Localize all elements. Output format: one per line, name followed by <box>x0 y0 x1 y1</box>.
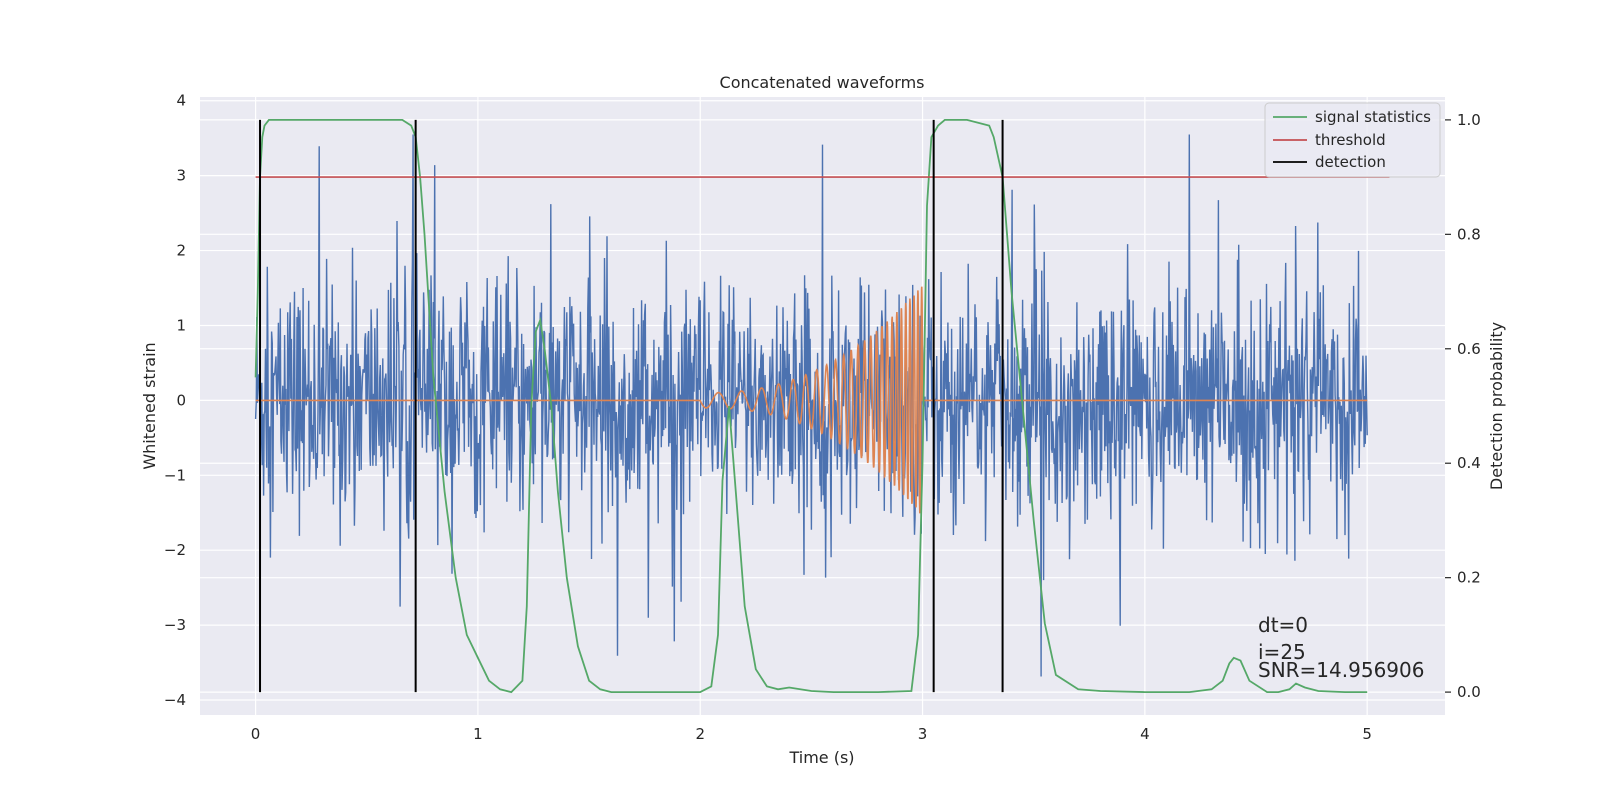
template-chirp-series <box>255 286 1368 514</box>
y2-axis-label: Detection probability <box>1487 322 1506 490</box>
annotation-dt: dt=0 <box>1258 613 1308 637</box>
y-tick-label: −3 <box>164 616 186 634</box>
y-tick-label: −4 <box>164 691 186 709</box>
y-tick-label: 2 <box>176 242 186 260</box>
x-tick-label: 1 <box>473 725 483 743</box>
annotation-snr: SNR=14.956906 <box>1258 658 1424 682</box>
legend-label-threshold: threshold <box>1315 131 1386 149</box>
annotation-index: i=25 <box>1258 640 1306 664</box>
y-tick-label: −2 <box>164 541 186 559</box>
y-tick-label: 0 <box>176 391 186 409</box>
legend: signal statistics threshold detection <box>1264 102 1441 178</box>
y-tick-label: 3 <box>176 167 186 185</box>
y2-tick-label: 0.8 <box>1457 225 1481 243</box>
legend-box <box>1264 102 1441 178</box>
x-tick-label: 3 <box>918 725 928 743</box>
y2-tick-label: 0.0 <box>1457 683 1481 701</box>
legend-label-detection: detection <box>1315 153 1386 171</box>
y-tick-label: 4 <box>176 92 186 110</box>
y2-tick-label: 0.2 <box>1457 569 1481 587</box>
chart-title: Concatenated waveforms <box>720 73 925 92</box>
detection-series <box>259 119 1004 693</box>
y2-tick-label: 1.0 <box>1457 111 1481 129</box>
annotation-block: dt=0 i=25 SNR=14.956906 <box>1258 613 1424 682</box>
signal-statistics-series <box>254 119 1368 694</box>
x-tick-label: 4 <box>1140 725 1150 743</box>
template-line <box>255 286 1368 514</box>
y-tick-label: −1 <box>164 466 186 484</box>
x-tick-label: 5 <box>1362 725 1372 743</box>
x-axis-label: Time (s) <box>788 748 854 767</box>
signal-statistics-line <box>254 119 1368 694</box>
y2-axis-ticks: 0.0 0.2 0.4 0.6 0.8 1.0 <box>1445 111 1481 701</box>
x-tick-label: 0 <box>251 725 261 743</box>
x-tick-label: 2 <box>695 725 705 743</box>
y-tick-label: 1 <box>176 316 186 334</box>
y2-tick-label: 0.4 <box>1457 454 1481 472</box>
y-axis-label: Whitened strain <box>140 342 159 469</box>
x-axis-ticks: 0 1 2 3 4 5 <box>251 725 1372 743</box>
y-axis-ticks: −4 −3 −2 −1 0 1 2 3 4 <box>164 92 186 709</box>
legend-label-signal-statistics: signal statistics <box>1315 108 1431 126</box>
y2-tick-label: 0.6 <box>1457 340 1481 358</box>
